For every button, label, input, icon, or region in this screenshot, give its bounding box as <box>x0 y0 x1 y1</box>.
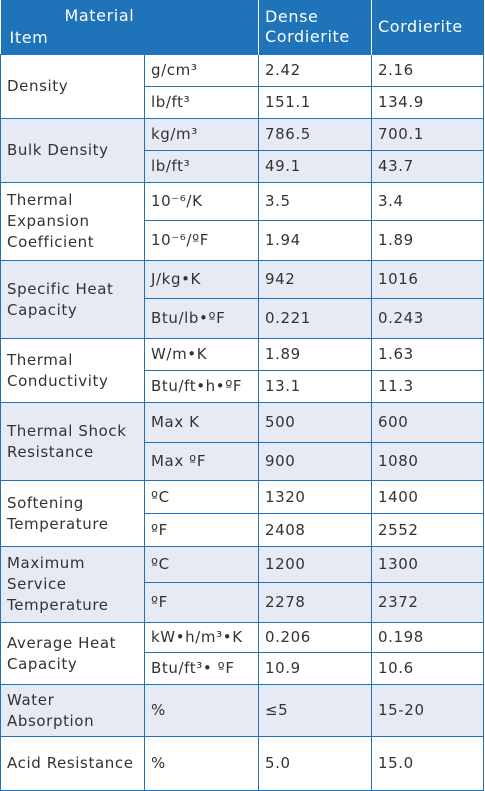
dense-cordierite-value: 2.42 <box>258 54 372 87</box>
cordierite-value: 15.0 <box>371 736 484 791</box>
unit-cell: 10⁻⁶/ºF <box>144 220 259 261</box>
dense-cordierite-value: 2408 <box>258 513 372 547</box>
property-name-cell: Average Heat Capacity <box>0 622 145 685</box>
dense-cordierite-value: 1200 <box>258 546 372 583</box>
dense-cordierite-value: 0.221 <box>258 298 372 339</box>
dense-cordierite-value: 0.206 <box>258 622 372 653</box>
dense-cordierite-value: 900 <box>258 442 372 481</box>
header-material-item: Material Item <box>0 0 259 55</box>
property-name-cell: Density <box>0 54 145 119</box>
property-name-cell: Thermal Shock Resistance <box>0 402 145 481</box>
header-dense-cordierite: Dense Cordierite <box>258 0 372 55</box>
table-row: Specific Heat Capacity J/kg•K 942 1016 <box>0 260 484 339</box>
property-name-cell: Softening Temperature <box>0 480 145 547</box>
dense-cordierite-value: 942 <box>258 260 372 299</box>
cordierite-value: 1.89 <box>371 220 484 261</box>
unit-cell: Btu/ft•h•ºF <box>144 370 259 403</box>
cordierite-value: 2372 <box>371 582 484 623</box>
dense-cordierite-value: 1.89 <box>258 338 372 371</box>
table-row: Bulk Density kg/m³ 786.5 700.1 <box>0 118 484 183</box>
unit-cell: Btu/ft³• ºF <box>144 652 259 685</box>
unit-cell: 10⁻⁶/K <box>144 182 259 221</box>
property-name-cell: Bulk Density <box>0 118 145 183</box>
unit-cell: Max K <box>144 402 259 443</box>
cordierite-value: 700.1 <box>371 118 484 151</box>
unit-cell: kW•h/m³•K <box>144 622 259 653</box>
cordierite-value: 1400 <box>371 480 484 514</box>
table-row: Btu/ft•h•ºF 13.1 11.3 <box>1 370 484 403</box>
table-row: Btu/lb•ºF 0.221 0.243 <box>1 298 484 339</box>
table-row: lb/ft³ 49.1 43.7 <box>1 150 484 183</box>
unit-cell: g/cm³ <box>144 54 259 87</box>
dense-cordierite-value: 5.0 <box>258 736 372 791</box>
table-row: ºF 2278 2372 <box>1 582 484 623</box>
cordierite-value: 600 <box>371 402 484 443</box>
dense-cordierite-value: 500 <box>258 402 372 443</box>
unit-cell: ºF <box>144 582 259 623</box>
cordierite-value: 3.4 <box>371 182 484 221</box>
unit-cell: J/kg•K <box>144 260 259 299</box>
unit-cell: % <box>144 736 259 791</box>
property-name-cell: Maximum Service Temperature <box>0 546 145 623</box>
property-name-cell: Acid Resistance <box>0 736 145 791</box>
header-item-label: Item <box>9 28 49 47</box>
table-row: Acid Resistance% 5.0 15.0 <box>0 736 484 791</box>
property-name-cell: Specific Heat Capacity <box>0 260 145 339</box>
cordierite-value: 10.6 <box>371 652 484 685</box>
unit-cell: lb/ft³ <box>144 150 259 183</box>
cordierite-value: 0.243 <box>371 298 484 339</box>
cordierite-value: 2.16 <box>371 54 484 87</box>
cordierite-value: 1.63 <box>371 338 484 371</box>
cordierite-value: 0.198 <box>371 622 484 653</box>
cordierite-value: 2552 <box>371 513 484 547</box>
table-row: Btu/ft³• ºF 10.9 10.6 <box>1 652 484 685</box>
dense-cordierite-value: 1320 <box>258 480 372 514</box>
dense-cordierite-value: 3.5 <box>258 182 372 221</box>
property-name-cell: Thermal Conductivity <box>0 338 145 403</box>
unit-cell: ºC <box>144 480 259 514</box>
cordierite-value: 1300 <box>371 546 484 583</box>
header-row: Material Item Dense Cordierite Cordierit… <box>0 0 484 55</box>
unit-cell: lb/ft³ <box>144 86 259 119</box>
unit-cell: W/m•K <box>144 338 259 371</box>
property-name-cell: Thermal Expansion Coefficient <box>0 182 145 261</box>
dense-cordierite-value: 13.1 <box>258 370 372 403</box>
table-row: Maximum Service Temperature ºC 1200 1300 <box>0 546 484 623</box>
table-row: 10⁻⁶/ºF 1.94 1.89 <box>1 220 484 261</box>
dense-cordierite-value: 151.1 <box>258 86 372 119</box>
table-row: Thermal Conductivity W/m•K 1.89 1.63 <box>0 338 484 403</box>
cordierite-value: 134.9 <box>371 86 484 119</box>
dense-cordierite-value: ≤5 <box>258 684 372 737</box>
table-row: Density g/cm³ 2.42 2.16 <box>0 54 484 119</box>
dense-cordierite-value: 2278 <box>258 582 372 623</box>
property-name-cell: Water Absorption <box>0 684 145 737</box>
unit-cell: ºC <box>144 546 259 583</box>
table-row: Average Heat Capacity kW•h/m³•K 0.206 0.198 <box>0 622 484 685</box>
dense-cordierite-value: 1.94 <box>258 220 372 261</box>
cordierite-value: 11.3 <box>371 370 484 403</box>
cordierite-value: 1016 <box>371 260 484 299</box>
table-row: Softening Temperature ºC 1320 1400 <box>0 480 484 547</box>
dense-cordierite-value: 10.9 <box>258 652 372 685</box>
cordierite-value: 1080 <box>371 442 484 481</box>
unit-cell: % <box>144 684 259 737</box>
header-material-label: Material <box>64 6 135 25</box>
dense-cordierite-value: 786.5 <box>258 118 372 151</box>
unit-cell: Max ºF <box>144 442 259 481</box>
unit-cell: kg/m³ <box>144 118 259 151</box>
unit-cell: Btu/lb•ºF <box>144 298 259 339</box>
table-row: lb/ft³ 151.1 134.9 <box>1 86 484 119</box>
table-row: Thermal Shock Resistance Max K 500 600 <box>0 402 484 481</box>
cordierite-value: 15-20 <box>371 684 484 737</box>
header-cordierite: Cordierite <box>371 0 484 55</box>
table-row: Max ºF 900 1080 <box>1 442 484 481</box>
cordierite-value: 43.7 <box>371 150 484 183</box>
dense-cordierite-value: 49.1 <box>258 150 372 183</box>
table-row: Thermal Expansion Coefficient 10⁻⁶/K 3.5 3.… <box>0 182 484 261</box>
unit-cell: ºF <box>144 513 259 547</box>
table-row: Water Absorption% ≤5 15-20 <box>0 684 484 737</box>
